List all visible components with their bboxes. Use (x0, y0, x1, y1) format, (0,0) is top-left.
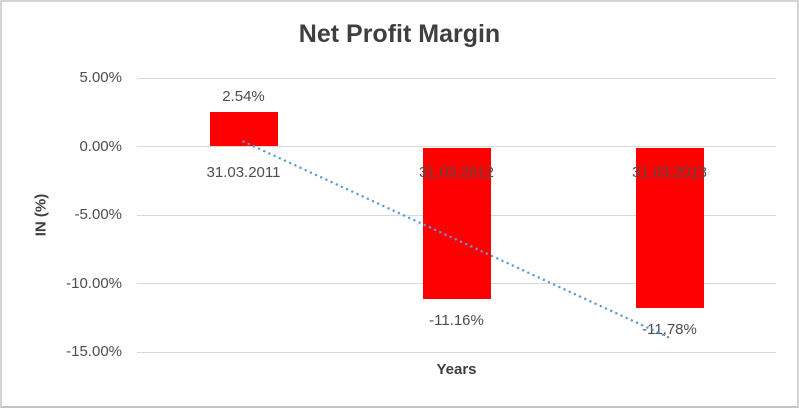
gridline (137, 351, 776, 353)
y-axis-tick-labels: 5.00% 0.00% -5.00% -10.00% -15.00% (2, 69, 122, 360)
gridline (137, 77, 776, 79)
gridline (137, 146, 776, 147)
category-label: 31.03.2011 (206, 163, 281, 181)
plot-area: 31.03.2011 2.54% 31.03.2012 -11.16% 31.03.20… (137, 77, 776, 353)
trendline (242, 140, 671, 339)
bar-31.03.2013 (635, 147, 704, 308)
y-tick-label: 0.00% (79, 137, 122, 155)
data-label: -11,78% (642, 320, 697, 338)
chart-title: Net Profit Margin (298, 20, 501, 48)
data-label: -11.16% (429, 312, 484, 330)
category-label: 31.03.2012 (418, 163, 495, 181)
y-tick-label: 5.00% (79, 69, 122, 86)
y-tick-label: -5.00% (74, 206, 122, 223)
y-tick-label: -15.00% (66, 343, 122, 360)
x-axis-title: Years (436, 361, 477, 378)
category-label: 31.03.2013 (631, 163, 708, 181)
data-label: 2.54% (222, 87, 265, 105)
y-tick-label: -10.00% (66, 274, 122, 292)
bar-31.03.2012 (422, 147, 491, 300)
